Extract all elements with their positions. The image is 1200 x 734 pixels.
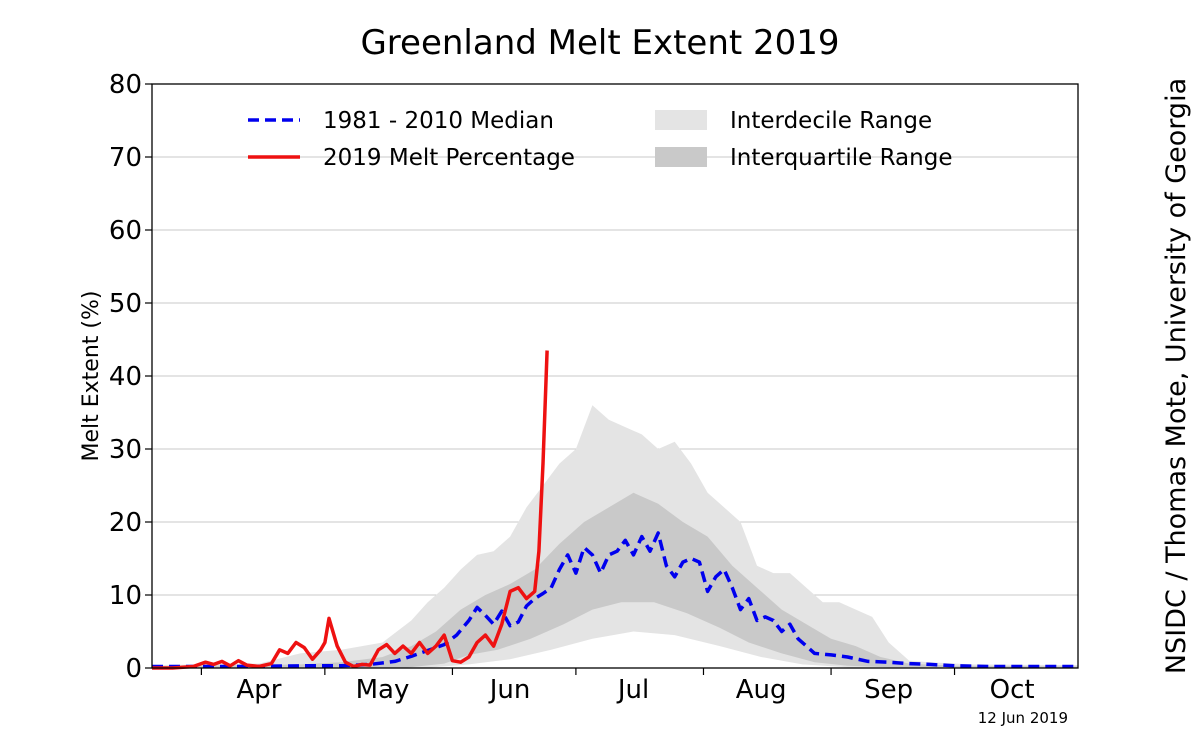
y-axis-label: Melt Extent (%) xyxy=(79,291,104,462)
x-tick-label: Jul xyxy=(616,675,649,705)
x-tick-label: Aug xyxy=(736,675,787,705)
legend-swatch-interdecile xyxy=(655,110,707,130)
y-tick-label: 70 xyxy=(109,143,142,173)
chart-title: Greenland Melt Extent 2019 xyxy=(360,23,839,63)
series-lines xyxy=(152,350,1078,670)
y-tick-label: 60 xyxy=(109,216,142,246)
x-tick-label: May xyxy=(356,675,410,705)
date-stamp: 12 Jun 2019 xyxy=(978,709,1068,727)
legend-label-interquartile: Interquartile Range xyxy=(730,145,952,171)
legend: 1981 - 2010 Median 2019 Melt Percentage In… xyxy=(248,108,952,171)
y-tick-label: 20 xyxy=(109,508,142,538)
legend-swatch-interquartile xyxy=(655,147,707,167)
y-tick-label: 80 xyxy=(109,70,142,100)
y-tick-label: 50 xyxy=(109,289,142,319)
x-tick-label: Sep xyxy=(864,675,913,705)
legend-label-melt2019: 2019 Melt Percentage xyxy=(323,145,575,171)
x-tick-label: Oct xyxy=(990,675,1035,705)
y-tick-label: 0 xyxy=(125,654,142,684)
x-tick-label: Jun xyxy=(488,675,531,705)
y-tick-label: 40 xyxy=(109,362,142,392)
median-line xyxy=(152,531,1078,669)
axes: 0 10 20 30 40 50 60 70 80 Apr May Jun Jul Aug Sep Oct xyxy=(109,70,1035,705)
legend-label-interdecile: Interdecile Range xyxy=(730,108,932,134)
x-tick-label: Apr xyxy=(237,675,282,705)
range-bands xyxy=(152,405,1078,668)
y-tick-label: 10 xyxy=(109,581,142,611)
melt2019-line xyxy=(152,350,549,670)
interquartile-band xyxy=(152,492,1078,668)
legend-label-median: 1981 - 2010 Median xyxy=(323,108,554,134)
credit-text: NSIDC / Thomas Mote, University of Georg… xyxy=(1161,78,1192,674)
y-tick-label: 30 xyxy=(109,435,142,465)
